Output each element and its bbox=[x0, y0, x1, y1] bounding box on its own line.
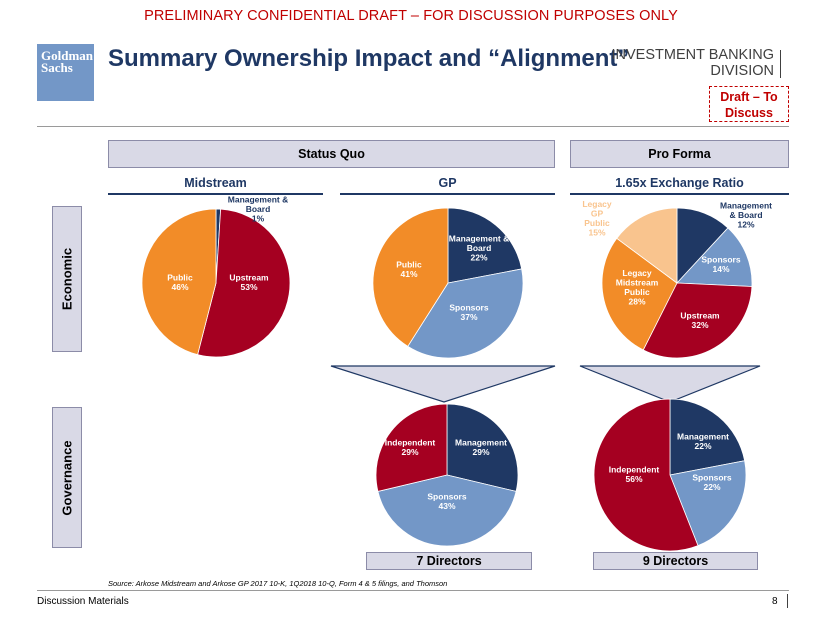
slice-label: Public 46% bbox=[167, 272, 193, 292]
slice-label: Upstream 53% bbox=[229, 272, 269, 292]
gp-directors-pie: Management 29% Sponsors 43% Independent 29% bbox=[375, 403, 519, 547]
slice-label: Management 22% bbox=[677, 431, 729, 451]
slice-label: Legacy GP Public 15% bbox=[582, 199, 612, 238]
gp-heading: GP bbox=[438, 176, 457, 190]
logo-line-1: Goldman bbox=[41, 48, 94, 63]
division-label: INVESTMENT BANKING DIVISION bbox=[612, 47, 774, 79]
pie-slice bbox=[676, 227, 753, 287]
footer-label: Discussion Materials bbox=[37, 596, 129, 607]
slice-label: Independent 56% bbox=[609, 464, 660, 484]
pie-slice bbox=[669, 398, 746, 476]
pie-slice bbox=[601, 237, 678, 351]
exchange-ratio-rule bbox=[570, 193, 789, 195]
gp-pie: Management & Board 22% Sponsors 37% Public 41% bbox=[372, 207, 524, 359]
confidential-banner: PRELIMINARY CONFIDENTIAL DRAFT – FOR DIS… bbox=[144, 8, 678, 24]
slice-label: Sponsors 43% bbox=[427, 491, 466, 511]
slice-label: Management 29% bbox=[455, 437, 507, 457]
logo-line-2: Sachs bbox=[41, 60, 73, 75]
pie-slice bbox=[407, 268, 524, 359]
pie-slice bbox=[642, 282, 753, 359]
header-divider bbox=[37, 126, 789, 127]
slice-label: Management & Board 22% bbox=[449, 234, 509, 263]
division-line-1: INVESTMENT BANKING bbox=[611, 47, 774, 63]
slice-label: Upstream 32% bbox=[680, 310, 720, 330]
source-note: Source: Arkose Midstream and Arkose GP 2… bbox=[108, 579, 448, 588]
pie-slice bbox=[447, 207, 523, 284]
pie-slice bbox=[141, 208, 217, 356]
midstream-pie: Management & Board 1% Upstream 53% Public 46% bbox=[141, 195, 291, 358]
page-title: Summary Ownership Impact and “Alignment” bbox=[108, 45, 630, 72]
slice-label: Management & Board 12% bbox=[720, 201, 772, 230]
status-quo-header: Status Quo bbox=[108, 140, 555, 168]
proforma-directors-pie: Management 22% Sponsors 22% Independent 56% bbox=[593, 398, 747, 552]
midstream-rule bbox=[108, 193, 323, 195]
slice-label: Sponsors 37% bbox=[449, 302, 488, 322]
pie-slice bbox=[593, 398, 699, 552]
exchange-ratio-heading: 1.65x Exchange Ratio bbox=[615, 176, 744, 190]
slice-label: Management & Board 1% bbox=[228, 195, 288, 224]
gp-rule bbox=[340, 193, 555, 195]
governance-row-label: Governance bbox=[52, 407, 82, 548]
slice-label: Legacy Midstream Public 28% bbox=[616, 268, 659, 307]
gp-to-governance-arrow bbox=[330, 365, 556, 403]
division-divider bbox=[780, 50, 781, 78]
economic-row-label: Economic bbox=[52, 206, 82, 352]
pie-slice bbox=[375, 403, 448, 492]
midstream-heading: Midstream bbox=[184, 176, 247, 190]
slice-label: Sponsors 22% bbox=[692, 472, 731, 492]
page-number: 8 bbox=[772, 596, 778, 607]
pie-slice bbox=[669, 460, 747, 547]
pie-slice bbox=[372, 207, 449, 347]
pie-slice bbox=[616, 207, 678, 284]
footer-divider bbox=[37, 590, 789, 591]
gp-directors-box: 7 Directors bbox=[366, 552, 532, 570]
draft-line-1: Draft – To bbox=[720, 90, 778, 104]
proforma-to-governance-arrow bbox=[579, 365, 761, 403]
page-number-divider bbox=[787, 594, 788, 608]
proforma-directors-box: 9 Directors bbox=[593, 552, 758, 570]
goldman-sachs-logo: Goldman Sachs bbox=[37, 44, 94, 101]
pie-slice bbox=[377, 474, 517, 547]
pro-forma-header: Pro Forma bbox=[570, 140, 789, 168]
pie-slice bbox=[446, 403, 519, 492]
slice-label: Sponsors 14% bbox=[701, 254, 740, 274]
pie-slice bbox=[197, 208, 291, 358]
exchange-ratio-pie: Management & Board 12% Sponsors 14% Upstream 3… bbox=[582, 199, 772, 359]
slice-label: Independent 29% bbox=[385, 437, 436, 457]
draft-stamp: Draft – To Discuss bbox=[709, 86, 789, 122]
slice-label: Public 41% bbox=[396, 259, 422, 279]
draft-line-2: Discuss bbox=[725, 106, 773, 120]
division-line-2: DIVISION bbox=[710, 63, 774, 79]
